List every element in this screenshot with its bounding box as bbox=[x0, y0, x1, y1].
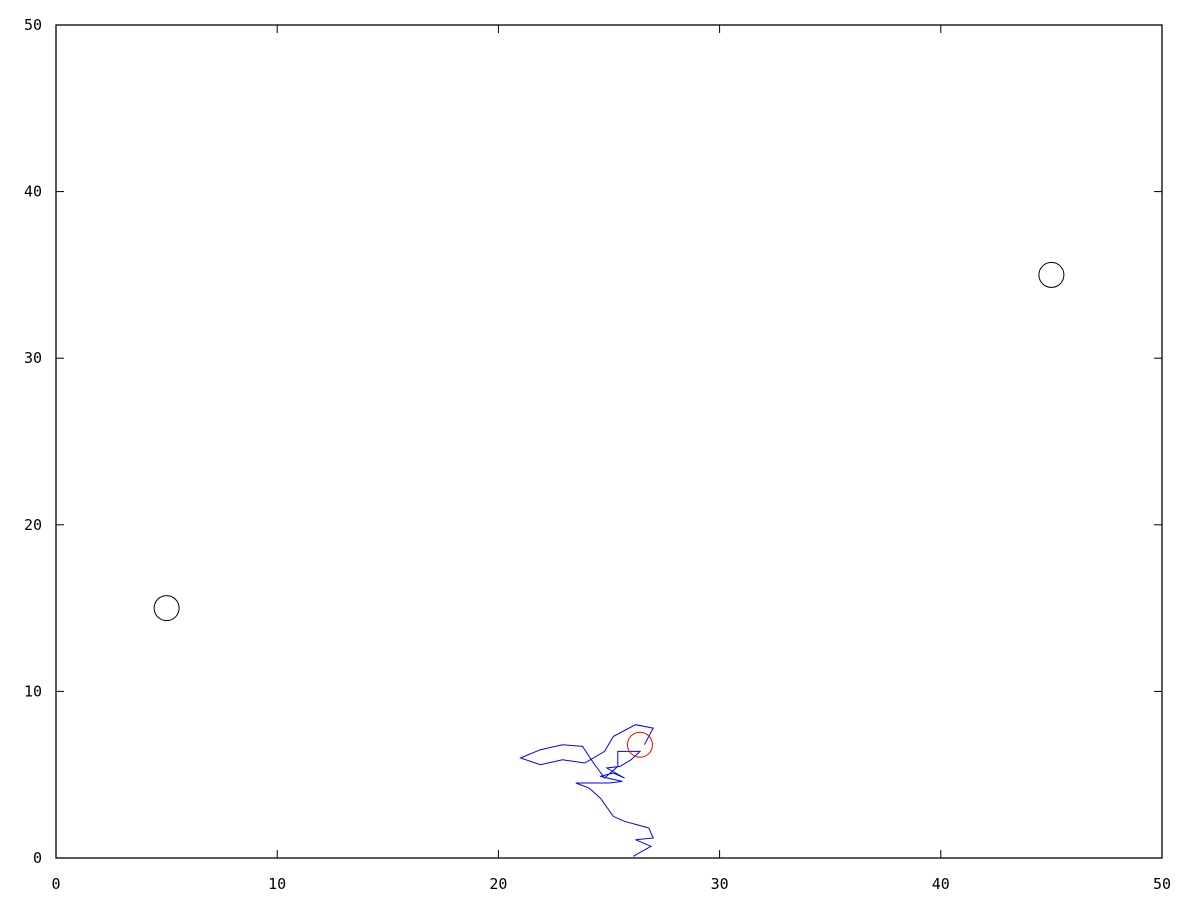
trajectory-line bbox=[519, 724, 654, 857]
data-series bbox=[153, 261, 1065, 857]
y-tick-label: 30 bbox=[24, 349, 42, 367]
circle-marker-0 bbox=[153, 595, 180, 622]
circle-marker-2 bbox=[626, 731, 653, 758]
y-tick-label: 20 bbox=[24, 516, 42, 534]
axis-tick-labels: 0 10 20 30 40 50 0 10 20 30 40 50 bbox=[24, 16, 1171, 893]
x-tick-label: 40 bbox=[932, 875, 950, 893]
x-tick-label: 0 bbox=[51, 875, 60, 893]
circle-marker-1 bbox=[1038, 261, 1065, 288]
y-tick-label: 0 bbox=[33, 849, 42, 867]
y-tick-label: 40 bbox=[24, 183, 42, 201]
axis-ticks bbox=[55, 24, 1163, 859]
x-tick-label: 30 bbox=[711, 875, 729, 893]
x-tick-label: 20 bbox=[489, 875, 507, 893]
x-tick-label: 10 bbox=[268, 875, 286, 893]
y-tick-label: 10 bbox=[24, 682, 42, 700]
y-tick-label: 50 bbox=[24, 16, 42, 34]
plot-frame bbox=[55, 24, 1163, 859]
x-tick-label: 50 bbox=[1153, 875, 1171, 893]
